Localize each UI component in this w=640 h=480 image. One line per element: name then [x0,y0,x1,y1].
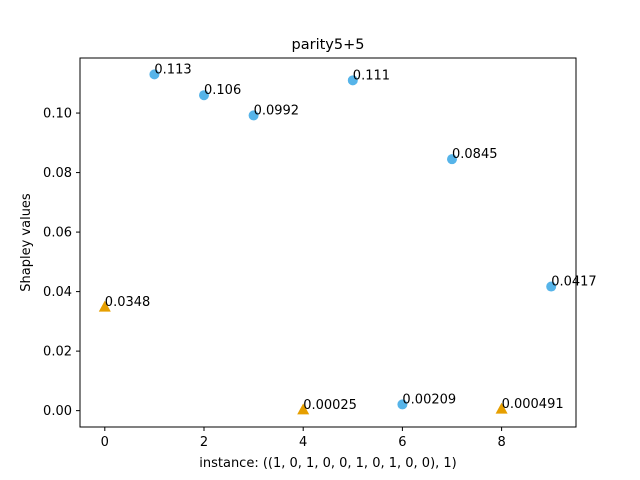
data-point-circle [546,281,557,292]
data-label: 0.0992 [254,103,300,118]
data-label: 0.106 [204,83,241,98]
data-label: 0.113 [154,62,191,77]
x-tick-label: 0 [101,435,109,450]
y-tick-label: 0.04 [43,285,72,300]
data-point-triangle [297,403,310,415]
y-axis-ticks: 0.00 0.02 0.04 0.06 0.08 0.10 [43,107,80,419]
data-point-triangle [98,300,111,312]
data-label: 0.0348 [105,295,151,310]
x-tick-label: 2 [200,435,208,450]
data-label: 0.000491 [502,397,564,412]
data-point-triangle [495,402,508,414]
y-tick-label: 0.02 [43,345,72,360]
x-tick-label: 8 [497,435,505,450]
data-label: 0.00025 [303,398,357,413]
y-tick-label: 0.10 [43,107,72,122]
y-tick-label: 0.06 [43,226,72,241]
data-label: 0.111 [353,68,390,83]
plot-frame [79,57,577,428]
data-point-circle [248,110,259,121]
data-point-circle [347,75,358,86]
x-tick-label: 4 [299,435,307,450]
chart-title: parity5+5 [292,37,365,53]
data-point-circle [149,69,160,80]
y-tick-label: 0.08 [43,166,72,181]
data-point-circle [397,399,408,410]
data-label: 0.0845 [452,147,498,162]
x-axis-title: instance: ((1, 0, 1, 0, 0, 1, 0, 1, 0, 0… [199,456,457,471]
x-axis-ticks: 0 2 4 6 8 [101,427,506,450]
data-label: 0.00209 [402,392,456,407]
y-tick-label: 0.00 [43,404,72,419]
data-label: 0.0417 [551,275,597,290]
data-point-circle [447,154,457,165]
x-tick-label: 6 [398,435,406,450]
data-point-circle [199,90,209,101]
plot-marks: 0.113 0.106 0.0992 0.111 0.00209 0.0845 0.0417… [98,62,597,415]
y-axis-title: Shapley values [19,193,34,292]
